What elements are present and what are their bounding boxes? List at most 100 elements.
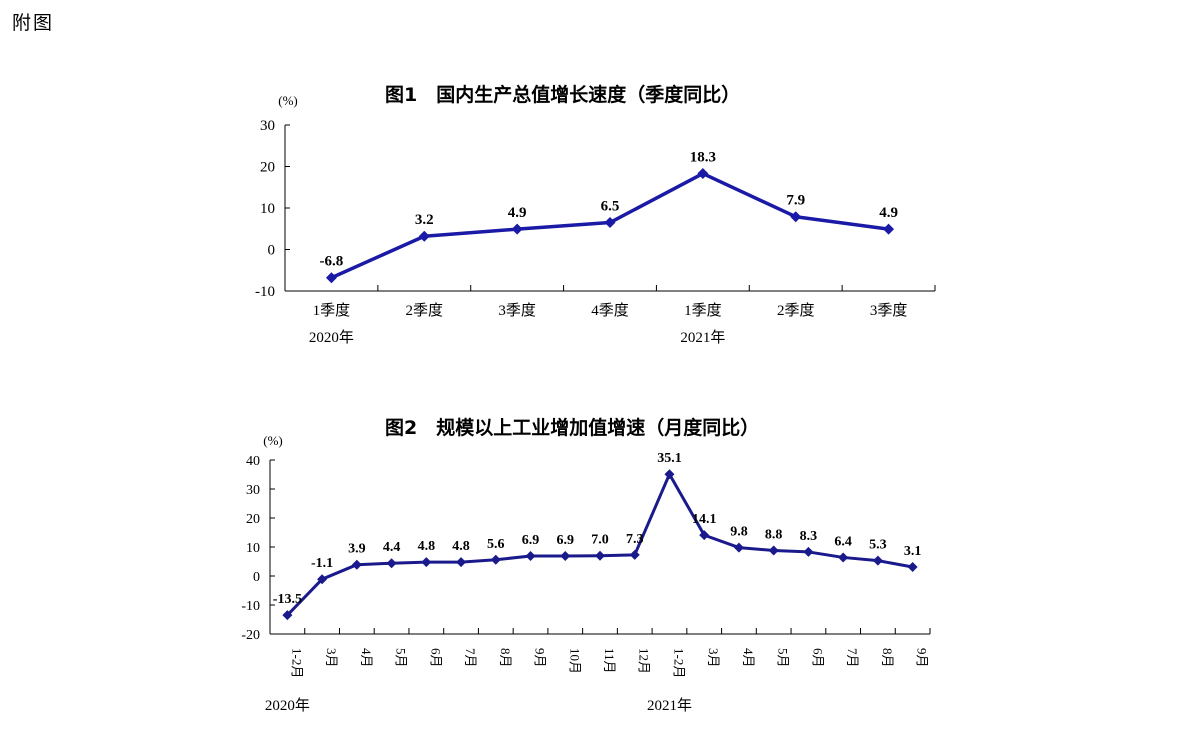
data-point (351, 559, 362, 570)
x-tick-label: 9月 (533, 648, 548, 668)
data-point (317, 574, 328, 585)
data-label: -13.5 (273, 592, 302, 607)
y-axis-unit: (%) (278, 93, 298, 108)
x-tick-label: 3月 (706, 648, 721, 668)
chart1-title: 图1 国内生产总值增长速度（季度同比） (385, 84, 741, 106)
x-tick-label: 2季度 (777, 302, 815, 319)
data-label: 3.9 (348, 542, 366, 557)
y-axis-unit: (%) (263, 433, 283, 448)
data-point (386, 558, 397, 569)
year-label: 2020年 (265, 697, 310, 714)
y-tick-label: 30 (260, 118, 275, 134)
data-point (790, 211, 802, 223)
x-tick-label: 4季度 (591, 302, 629, 319)
data-point (421, 557, 432, 568)
x-tick-label: 5月 (394, 648, 409, 668)
data-label: 14.1 (692, 512, 717, 527)
data-point (282, 610, 293, 621)
data-label: 7.9 (786, 193, 805, 209)
data-label: 4.8 (452, 539, 470, 554)
x-tick-label: 1季度 (313, 302, 351, 319)
data-point (595, 550, 605, 561)
x-tick-label: 7月 (463, 648, 478, 668)
data-point (560, 550, 571, 561)
data-label: 6.4 (834, 534, 852, 549)
data-point (525, 550, 536, 561)
y-tick-label: 0 (253, 570, 260, 585)
x-tick-label: 7月 (845, 648, 860, 668)
data-label: 8.3 (800, 529, 818, 544)
year-label: 2021年 (647, 697, 692, 714)
data-point (803, 546, 814, 557)
data-label: 6.9 (522, 533, 540, 548)
data-point (490, 554, 501, 565)
x-tick-label: 9月 (915, 648, 930, 668)
data-label: 18.3 (690, 150, 716, 166)
x-tick-label: 1季度 (684, 302, 722, 319)
data-label: 3.1 (904, 544, 922, 559)
data-point (907, 562, 918, 573)
data-point (883, 223, 895, 235)
data-label: 7.3 (626, 532, 644, 547)
data-label: 4.4 (383, 540, 401, 555)
data-label: 4.9 (879, 205, 898, 221)
y-tick-label: -10 (255, 284, 275, 300)
data-point (664, 469, 675, 480)
y-tick-label: 20 (260, 160, 275, 176)
data-label: -1.1 (311, 556, 333, 571)
year-label: 2021年 (680, 329, 725, 346)
data-point (456, 557, 467, 568)
data-label: 8.8 (765, 527, 783, 542)
chart1-svg: 30 20 10 0 -10 (%) 1季度 2季度 3季度 4季度 1季度 2季度 3季度 2020年 2… (255, 93, 936, 346)
x-tick-label: 1-2月 (671, 648, 686, 678)
y-tick-label: 10 (260, 201, 275, 217)
data-label: 35.1 (657, 451, 682, 466)
data-label: 9.8 (730, 525, 748, 540)
x-tick-label: 4月 (359, 648, 374, 668)
x-tick-label: 10月 (567, 648, 582, 674)
data-point (872, 555, 883, 566)
data-label: 4.8 (418, 539, 436, 554)
x-tick-label: 11月 (602, 648, 617, 674)
data-label: 5.3 (869, 538, 887, 553)
y-tick-label: 10 (246, 541, 260, 556)
data-point (768, 545, 779, 556)
data-label: 6.9 (557, 533, 575, 548)
data-point (325, 272, 337, 284)
y-tick-label: 30 (246, 483, 260, 498)
x-tick-label: 4月 (741, 648, 756, 668)
data-label: 4.9 (508, 205, 527, 221)
data-label: 6.5 (601, 199, 620, 215)
data-label: -6.8 (320, 254, 344, 270)
data-label: 3.2 (415, 212, 434, 228)
page-label: 附图 (12, 12, 55, 34)
data-point (699, 530, 710, 541)
x-tick-label: 8月 (880, 648, 895, 668)
x-tick-label: 8月 (498, 648, 513, 668)
x-tick-label: 12月 (637, 648, 652, 674)
y-tick-label: -10 (241, 599, 260, 614)
x-tick-label: 6月 (428, 648, 443, 668)
chart2-title: 图2 规模以上工业增加值增速（月度同比） (385, 417, 760, 439)
data-point (838, 552, 849, 563)
data-label: 5.6 (487, 537, 505, 552)
y-tick-label: -20 (241, 628, 260, 643)
x-tick-label: 5月 (776, 648, 791, 668)
data-point (733, 542, 744, 553)
x-tick-label: 1-2月 (289, 648, 304, 678)
data-point (604, 217, 616, 229)
data-point (629, 549, 640, 560)
y-tick-label: 20 (246, 512, 260, 527)
x-tick-label: 6月 (810, 648, 825, 668)
data-point (418, 230, 430, 242)
data-point (511, 223, 523, 235)
x-tick-label: 3季度 (498, 302, 536, 319)
x-tick-label: 2季度 (406, 302, 444, 319)
y-tick-label: 0 (268, 243, 276, 259)
y-tick-label: 40 (246, 454, 260, 469)
data-point (697, 168, 709, 180)
data-label: 7.0 (591, 533, 609, 548)
x-tick-label: 3月 (324, 648, 339, 668)
x-tick-label: 3季度 (870, 302, 908, 319)
